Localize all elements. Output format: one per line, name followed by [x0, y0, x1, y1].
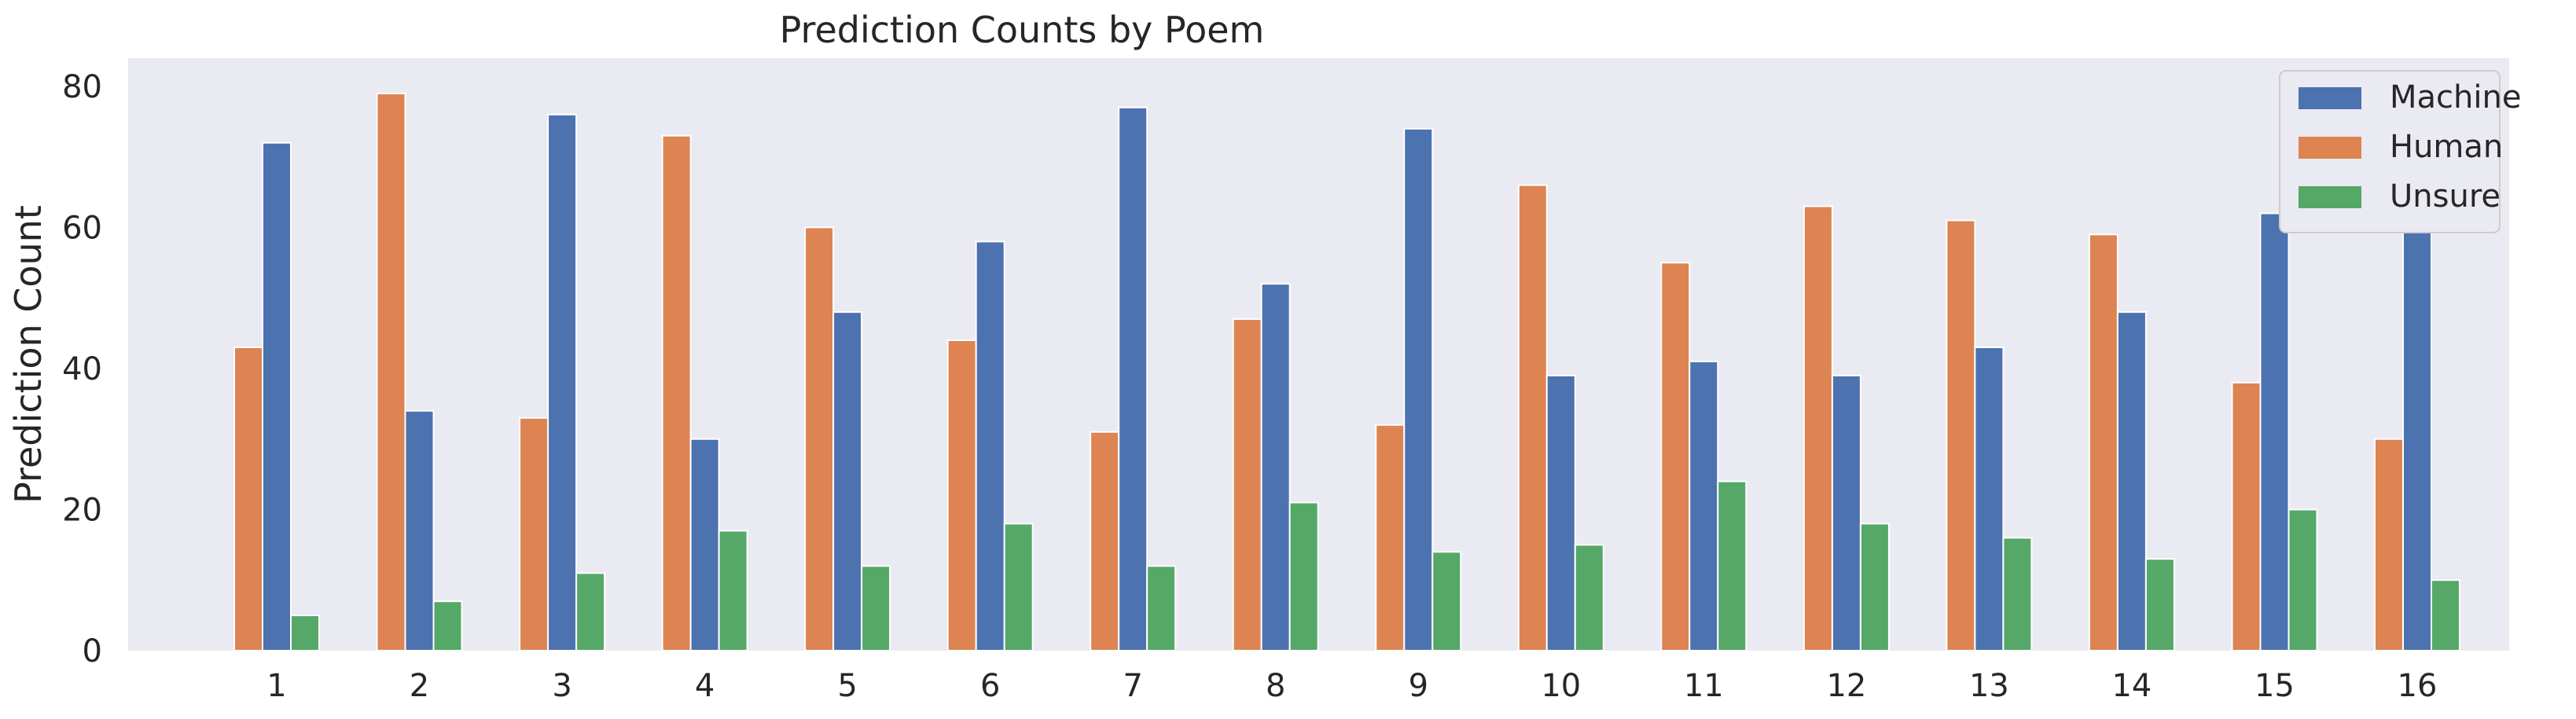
bar-machine-9	[1403, 127, 1434, 652]
bar-human-2	[376, 92, 406, 651]
legend-swatch-machine	[2299, 87, 2361, 109]
y-tick-label: 20	[62, 493, 102, 529]
bar-human-8	[1232, 318, 1262, 651]
legend-swatch-human	[2299, 137, 2361, 159]
bar-machine-1	[262, 141, 292, 651]
x-tick-label: 7	[1123, 668, 1142, 704]
legend: Machine Human Unsure	[2279, 70, 2521, 233]
bar-unsure-7	[1146, 565, 1177, 651]
bar-machine-7	[1118, 106, 1148, 652]
bar-machine-12	[1831, 374, 1861, 651]
bar-human-14	[2088, 233, 2118, 651]
chart-title: Prediction Counts by Poem	[780, 9, 1265, 51]
x-tick-label: 14	[2111, 668, 2152, 704]
bar-machine-14	[2116, 311, 2147, 651]
x-tick-label: 2	[410, 668, 429, 704]
legend-label-unsure: Unsure	[2390, 178, 2501, 215]
bar-machine-5	[832, 311, 863, 651]
bar-machine-4	[689, 438, 720, 651]
x-tick-label: 11	[1684, 668, 1724, 704]
bar-machine-3	[547, 113, 578, 652]
x-tick-label: 16	[2398, 668, 2438, 704]
bar-unsure-10	[1574, 544, 1604, 652]
bar-unsure-4	[718, 530, 748, 652]
bar-human-7	[1090, 431, 1120, 651]
y-tick-label: 80	[62, 69, 102, 105]
bar-human-12	[1802, 205, 1833, 651]
legend-label-machine: Machine	[2390, 79, 2521, 116]
y-axis-ticks: 0 20 40 60 80	[62, 69, 102, 669]
bar-human-13	[1946, 219, 1976, 651]
x-tick-label: 5	[837, 668, 857, 704]
x-axis-ticks: 1 2 3 4 5 6 7 8 9 10 11 12 13 14 15 16	[266, 668, 2437, 704]
x-tick-label: 8	[1266, 668, 1285, 704]
x-tick-label: 15	[2254, 668, 2295, 704]
x-tick-label: 12	[1826, 668, 1866, 704]
legend-label-human: Human	[2390, 129, 2503, 165]
bar-machine-13	[1974, 347, 2005, 651]
bar-unsure-6	[1003, 523, 1034, 652]
x-tick-label: 6	[980, 668, 1000, 704]
bar-human-11	[1660, 262, 1691, 651]
bar-human-1	[233, 347, 263, 651]
bar-unsure-12	[1859, 523, 1890, 652]
bar-human-3	[519, 416, 549, 651]
bar-unsure-16	[2431, 579, 2460, 652]
bar-unsure-3	[575, 572, 606, 651]
x-tick-label: 1	[266, 668, 286, 704]
bar-machine-2	[404, 409, 435, 651]
bar-unsure-2	[432, 600, 463, 652]
bar-human-15	[2231, 381, 2262, 651]
bar-unsure-5	[861, 565, 891, 651]
y-tick-label: 0	[83, 633, 102, 669]
bar-unsure-14	[2144, 558, 2175, 651]
x-tick-label: 3	[552, 668, 571, 704]
x-tick-label: 10	[1541, 668, 1581, 704]
x-tick-label: 9	[1409, 668, 1428, 704]
y-tick-label: 40	[62, 351, 102, 387]
y-tick-label: 60	[62, 210, 102, 246]
bar-human-4	[661, 134, 692, 651]
bar-human-16	[2374, 438, 2404, 651]
bar-human-6	[946, 339, 977, 651]
bar-unsure-8	[1288, 501, 1319, 651]
bar-unsure-15	[2288, 508, 2318, 651]
bar-unsure-9	[1431, 551, 1462, 651]
bar-unsure-1	[290, 614, 320, 651]
y-axis-title: Prediction Count	[7, 205, 50, 504]
bar-human-10	[1517, 184, 1548, 652]
legend-swatch-unsure	[2299, 186, 2361, 208]
bar-unsure-11	[1717, 480, 1747, 651]
bar-machine-11	[1689, 361, 1719, 651]
x-tick-label: 13	[1969, 668, 2009, 704]
bar-machine-10	[1545, 374, 1576, 651]
bar-human-5	[804, 226, 835, 651]
x-tick-label: 4	[695, 668, 715, 704]
bar-human-9	[1375, 424, 1406, 651]
bar-machine-15	[2259, 212, 2290, 651]
bar-unsure-13	[2002, 537, 2033, 652]
bar-machine-8	[1260, 283, 1291, 651]
bar-machine-6	[975, 240, 1005, 651]
